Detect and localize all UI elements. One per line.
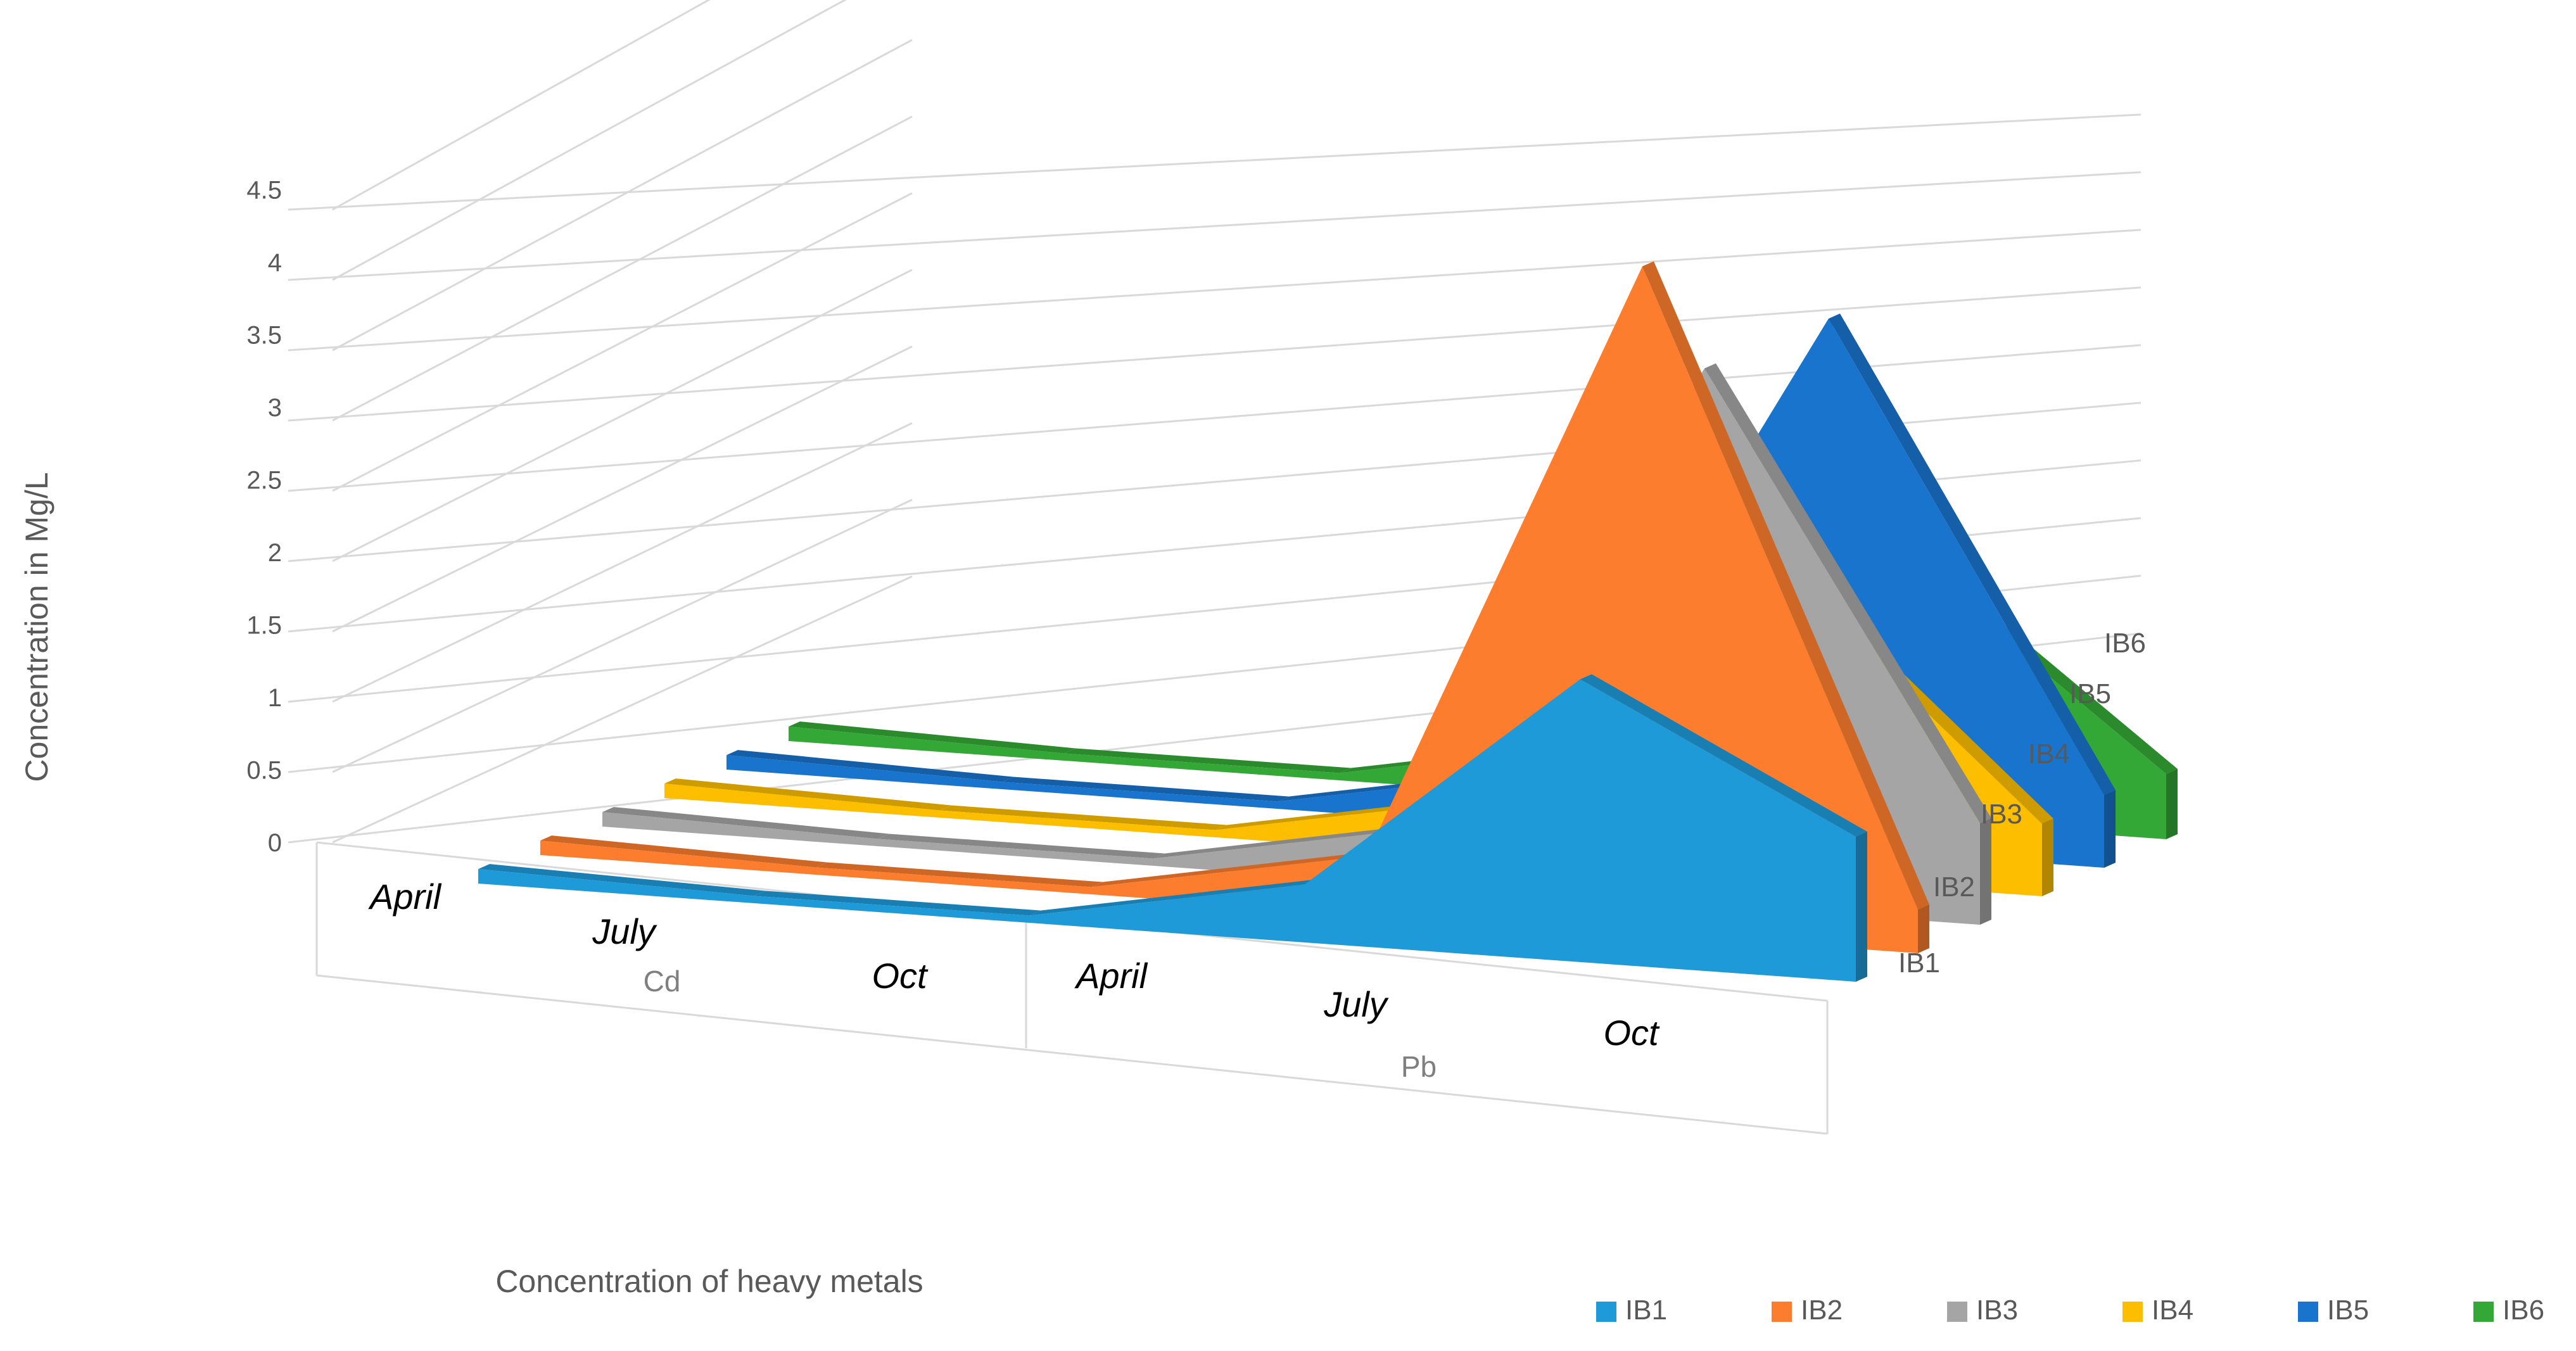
x-tick-label: July: [592, 911, 657, 951]
series-area-face: [478, 679, 1856, 982]
legend-label: IB5: [2327, 1295, 2369, 1326]
legend-swatch: [2473, 1302, 2494, 1322]
series-ribbon-top: [1029, 879, 1316, 916]
series-ribbon-top: [602, 807, 889, 839]
gridline-depth: [332, 0, 847, 281]
y-tick-label: 1: [268, 684, 282, 712]
x-tick-label: April: [368, 877, 442, 917]
gridline: [288, 113, 2141, 211]
x-tick-label: Oct: [872, 956, 929, 996]
frame-line: [316, 974, 1828, 1135]
y-tick-label: 4: [268, 249, 282, 277]
y-tick-label: 2.5: [246, 467, 282, 495]
x-group-label: Cd: [644, 965, 681, 998]
y-tick-label: 1.5: [246, 612, 282, 640]
series-ribbon-top: [1704, 363, 1991, 823]
series-ribbon-top: [1829, 314, 2116, 796]
gridline: [288, 286, 2141, 422]
y-tick-label: 2: [268, 539, 282, 567]
series-ribbon-top: [478, 864, 765, 896]
gridline-depth: [332, 422, 913, 703]
gridline-depth: [332, 192, 913, 492]
gridline: [288, 229, 2141, 352]
series-ribbon-top: [754, 891, 1041, 916]
gridline-depth: [332, 575, 913, 844]
y-tick-label: 0.5: [246, 757, 282, 785]
series-areas: [478, 261, 2178, 982]
series-ribbon-top: [816, 862, 1103, 887]
x-tick-label: Oct: [1603, 1013, 1660, 1053]
x-tick-label: July: [1323, 984, 1389, 1024]
category-labels: April July Oct Cd April July Oct Pb: [368, 877, 1660, 1083]
legend-swatch: [1596, 1302, 1616, 1322]
series-ribbon-top: [1091, 851, 1378, 887]
legend-swatch: [1947, 1302, 1967, 1322]
gridlines: [288, 0, 2141, 844]
gridline-depth: [332, 0, 711, 211]
y-tick-label: 3: [268, 394, 282, 422]
series-axis-label: IB5: [2069, 678, 2111, 709]
series-ribbon-top: [1642, 261, 1929, 910]
legend-label: IB4: [2152, 1295, 2193, 1326]
series-side-edge: [2042, 818, 2053, 896]
series-axis-label: IB6: [2104, 628, 2146, 659]
series-ribbon-top: [1002, 777, 1289, 802]
series-side-edge: [1918, 904, 1929, 953]
series-ribbon-top: [1580, 674, 1867, 837]
legend-swatch: [2298, 1302, 2318, 1322]
legend-swatch: [2122, 1302, 2143, 1322]
y-axis-title: Concentration in Mg/L: [19, 472, 54, 782]
legend-label: IB6: [2503, 1295, 2544, 1326]
series-ribbon-top: [789, 721, 1075, 754]
legend-label: IB2: [1801, 1295, 1843, 1326]
series-side-edge: [1980, 818, 1991, 925]
series-axis-label: IB4: [2028, 739, 2070, 770]
series-ribbon-top: [878, 834, 1165, 859]
gridline-depth: [332, 345, 913, 633]
series-ribbon-top: [664, 778, 951, 811]
y-tick-labels: 0 0.5 1 1.5 2 2.5 3 3.5 4 4.5: [246, 177, 282, 858]
legend: IB1 IB2 IB3 IB4 IB5 IB6: [1596, 1295, 2544, 1326]
y-tick-label: 3.5: [246, 322, 282, 350]
legend-swatch: [1772, 1302, 1792, 1322]
gridline-depth: [332, 269, 913, 562]
x-axis-title: Concentration of heavy metals: [495, 1264, 923, 1299]
series-side-edge: [2166, 769, 2178, 839]
legend-label: IB1: [1625, 1295, 1667, 1326]
series-axis-label: IB1: [1898, 948, 1940, 979]
series-ribbon-top: [1153, 822, 1440, 859]
series-ribbon-top: [1064, 748, 1351, 773]
y-tick-label: 0: [268, 829, 282, 857]
series-axis-label: IB2: [1933, 872, 1975, 903]
x-group-label: Pb: [1401, 1050, 1437, 1083]
series-ribbon-top: [726, 750, 1013, 782]
series-ib1: [478, 674, 1867, 982]
legend-label: IB3: [1976, 1295, 2018, 1326]
gridline-depth: [332, 39, 913, 352]
x-tick-label: April: [1074, 956, 1148, 996]
series-side-edge: [2104, 790, 2116, 868]
series-axis-label: IB3: [1981, 799, 2022, 830]
series-side-edge: [1856, 832, 1867, 982]
gridline-depth: [332, 115, 913, 422]
y-tick-label: 4.5: [246, 177, 282, 205]
series-ribbon-top: [940, 805, 1227, 830]
gridline-depth: [332, 498, 913, 773]
series-ribbon-top: [540, 835, 827, 868]
gridline: [288, 171, 2141, 281]
